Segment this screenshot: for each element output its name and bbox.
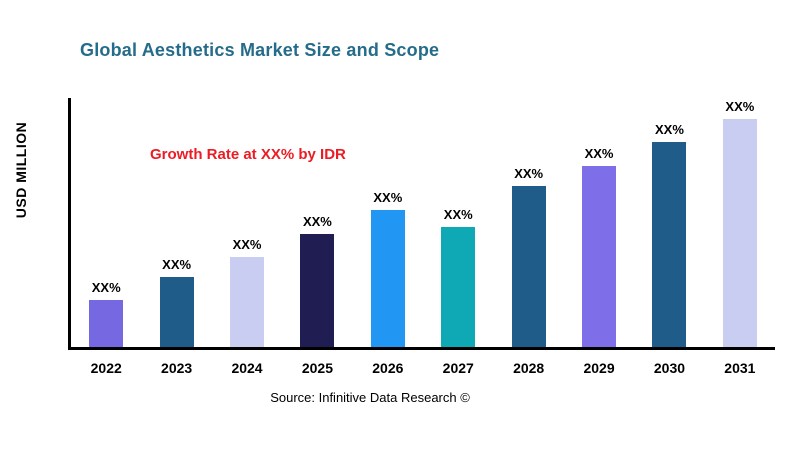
bar (159, 277, 194, 347)
bar (370, 209, 405, 347)
bar-columns: XX% 2022 XX% 2023 XX% 2024 XX% 2025 XX% 2026 XX% 20… (71, 98, 775, 376)
source-attribution: Source: Infinitive Data Research © (270, 390, 470, 405)
bar (511, 185, 546, 347)
y-axis-label: USD MILLION (13, 121, 29, 219)
x-axis-tick-label: 2026 (372, 360, 404, 376)
x-axis-tick-label: 2025 (301, 360, 333, 376)
bar (652, 141, 687, 347)
chart-title: Global Aesthetics Market Size and Scope (80, 40, 440, 60)
x-axis-tick-label: 2027 (442, 360, 474, 376)
x-axis-tick-label: 2029 (583, 360, 615, 376)
bar-value-label: XX% (514, 165, 544, 181)
bar (582, 165, 617, 347)
growth-rate-annotation: Growth Rate at XX% by IDR (150, 146, 346, 163)
bar-column: XX% 2025 (282, 98, 352, 376)
bar (230, 257, 265, 347)
bar-value-label: XX% (373, 189, 403, 205)
bar-column: XX% 2028 (493, 98, 563, 376)
bar-value-label: XX% (443, 207, 473, 223)
x-axis-tick-label: 2031 (724, 360, 756, 376)
bar-value-label: XX% (162, 257, 192, 273)
x-axis-tick-label: 2022 (90, 360, 122, 376)
plot-area: XX% 2022 XX% 2023 XX% 2024 XX% 2025 XX% 2026 XX% 20… (68, 98, 775, 376)
bar-column: XX% 2024 (212, 98, 282, 376)
x-axis-tick-label: 2028 (513, 360, 545, 376)
x-axis-tick-label: 2030 (653, 360, 686, 376)
bar (441, 227, 476, 347)
bar-value-label: XX% (302, 214, 332, 230)
bar-column: XX% 2027 (423, 98, 493, 376)
x-axis-tick-label: 2024 (231, 360, 263, 376)
bar-value-label: XX% (584, 145, 614, 161)
bar-value-label: XX% (655, 121, 684, 137)
bar-column: XX% 2023 (141, 98, 211, 376)
bar-column: XX% 2031 (705, 98, 775, 376)
bar (89, 300, 124, 347)
bar-value-label: XX% (232, 237, 262, 253)
bar-column: XX% 2026 (353, 98, 423, 376)
bar-value-label: XX% (725, 98, 755, 114)
bar-value-label: XX% (91, 280, 121, 296)
bar (300, 234, 335, 347)
bar-column: XX% 2030 (634, 98, 704, 376)
bar (722, 118, 757, 347)
bar-column: XX% 2022 (71, 98, 141, 376)
bar-column: XX% 2029 (564, 98, 634, 376)
x-axis-tick-label: 2023 (161, 360, 193, 376)
